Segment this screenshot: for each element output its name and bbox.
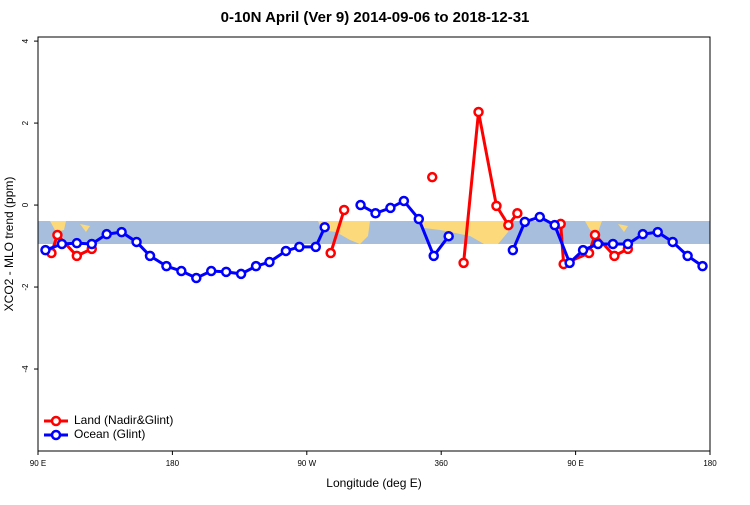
data-point — [191, 272, 202, 284]
data-point — [491, 200, 502, 212]
data-point — [370, 208, 381, 219]
data-point — [220, 266, 232, 278]
data-point — [56, 238, 68, 250]
data-point — [101, 228, 112, 240]
x-tick-label: 90 W — [297, 459, 316, 468]
data-point — [609, 250, 620, 262]
x-tick-label: 180 — [703, 459, 717, 468]
y-tick-label: -4 — [21, 365, 30, 373]
data-point — [385, 202, 396, 214]
data-point — [71, 250, 83, 262]
data-point — [697, 260, 708, 272]
data-point — [667, 236, 678, 248]
data-point — [264, 256, 275, 268]
data-point — [534, 211, 546, 223]
data-point — [577, 244, 589, 256]
series-line — [50, 232, 93, 258]
legend-marker — [50, 415, 62, 427]
x-axis-label: Longitude (deg E) — [326, 476, 421, 490]
data-point — [40, 244, 51, 256]
data-point — [652, 226, 663, 238]
x-tick-label: 360 — [435, 459, 449, 468]
data-point — [71, 237, 83, 249]
data-point — [564, 257, 575, 269]
legend-marker — [50, 429, 62, 441]
y-tick-label: 2 — [21, 120, 30, 125]
y-tick-label: 0 — [21, 202, 30, 207]
data-point — [413, 213, 425, 225]
y-tick-label: 4 — [21, 38, 30, 43]
data-point — [473, 106, 484, 118]
data-point — [682, 250, 693, 262]
data-point — [428, 250, 439, 262]
data-point — [426, 171, 438, 183]
data-point — [458, 257, 469, 269]
data-point — [176, 265, 187, 277]
data-point — [443, 230, 454, 242]
series-line — [329, 209, 346, 254]
data-point — [131, 236, 142, 248]
chart-title: 0-10N April (Ver 9) 2014-09-06 to 2018-1… — [221, 9, 530, 26]
data-point — [589, 229, 601, 241]
data-point — [319, 221, 330, 233]
legend-label: Ocean (Glint) — [74, 427, 145, 441]
data-point — [325, 247, 336, 259]
data-point — [205, 265, 217, 277]
data-point — [250, 260, 262, 272]
data-point — [310, 241, 322, 253]
data-point — [503, 219, 514, 231]
data-point — [637, 228, 649, 240]
data-point — [338, 204, 350, 216]
data-point — [161, 260, 172, 272]
data-point — [519, 216, 531, 228]
data-point — [549, 219, 560, 231]
data-point — [235, 268, 247, 280]
x-tick-label: 180 — [166, 459, 180, 468]
data-point — [507, 244, 519, 256]
data-point — [355, 199, 366, 211]
plot-frame — [37, 36, 711, 452]
data-point — [607, 238, 619, 250]
data-point — [398, 195, 410, 207]
y-axis-label: XCO2 - MLO trend (ppm) — [2, 177, 16, 312]
legend-label: Land (Nadir&Glint) — [74, 413, 173, 427]
x-tick-label: 90 E — [30, 459, 46, 468]
data-point — [592, 238, 604, 250]
data-point — [144, 250, 156, 262]
data-point — [116, 226, 127, 238]
data-point — [622, 238, 634, 250]
data-point — [52, 229, 63, 241]
y-tick-label: -2 — [21, 283, 30, 291]
data-point — [280, 245, 292, 257]
data-point — [512, 208, 523, 219]
data-point — [86, 238, 98, 250]
data-point — [294, 241, 305, 253]
x-tick-label: 90 E — [567, 459, 583, 468]
